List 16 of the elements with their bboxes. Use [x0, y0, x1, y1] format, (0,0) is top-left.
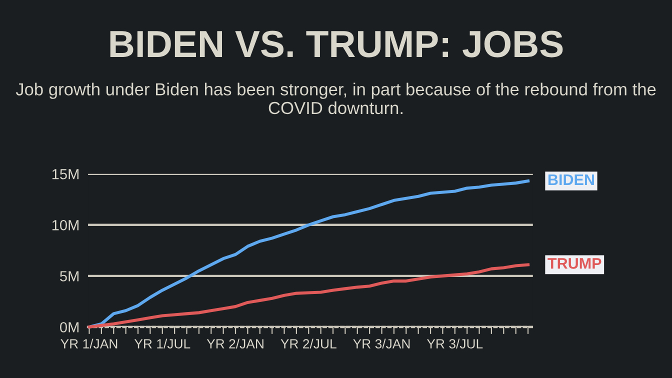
- y-tick-label: 5M: [60, 271, 79, 282]
- line-series: [88, 179, 530, 328]
- x-tick-label: YR 2/JAN: [206, 338, 264, 348]
- y-tick-label: 0M: [60, 322, 79, 332]
- x-tick-label: YR 1/JAN: [60, 338, 118, 348]
- series-label: TRUMP: [548, 258, 602, 269]
- y-tick-label: 10M: [52, 220, 79, 230]
- chart-title: BIDEN VS. TRUMP: JOBS: [110, 30, 563, 58]
- x-tick-label: YR 2/JUL: [280, 338, 336, 348]
- chart-subtitle: Job growth under Biden has been stronger, in part because of the rebound from the COVID downturn.: [16, 82, 656, 114]
- x-tick-label: YR 3/JAN: [353, 338, 410, 348]
- x-tick-label: YR 1/JUL: [134, 338, 190, 348]
- line-series: [88, 263, 530, 328]
- series-label: BIDEN: [548, 174, 594, 185]
- y-tick-label: 15M: [52, 169, 79, 180]
- x-tick-label: YR 3/JUL: [426, 338, 483, 348]
